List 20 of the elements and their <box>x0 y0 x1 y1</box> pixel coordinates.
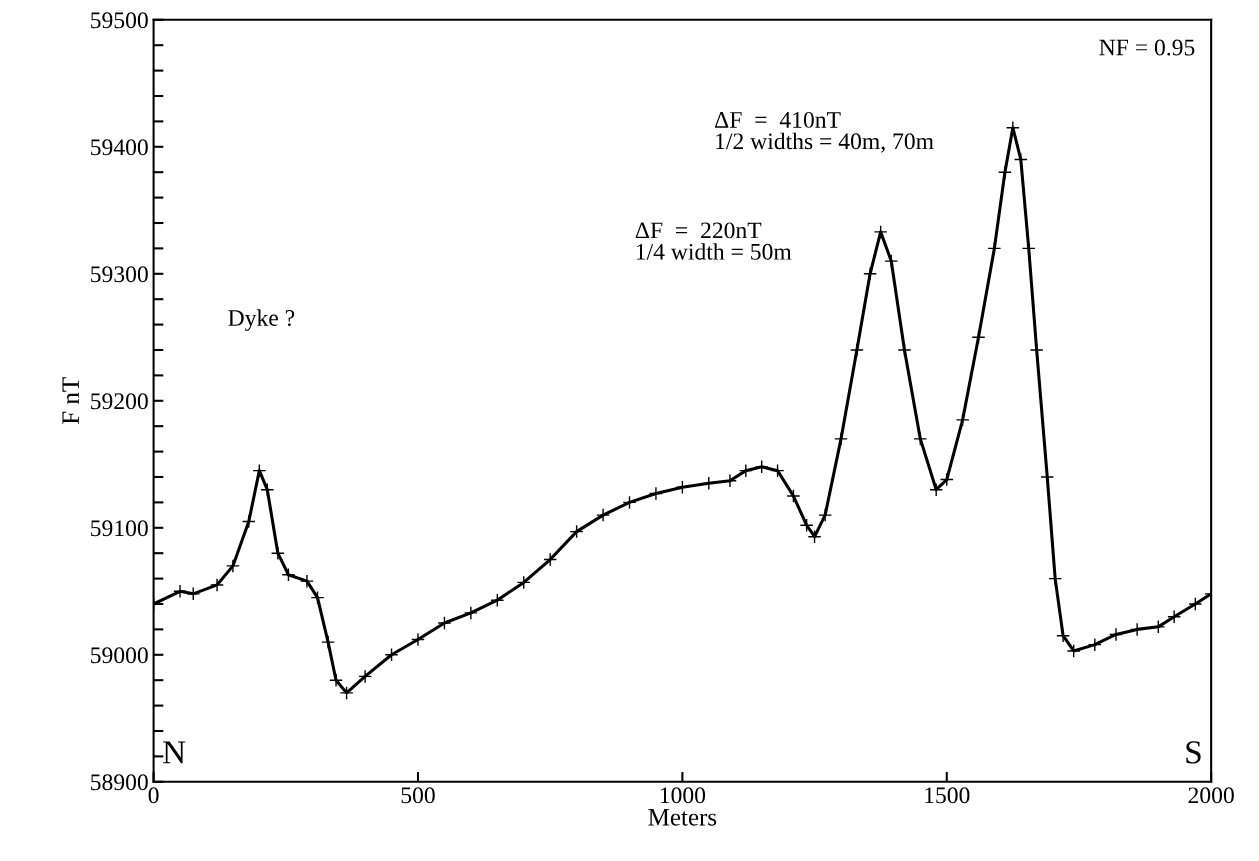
annotation: NF = 0.95 <box>1099 39 1195 56</box>
y-tick-label: 59400 <box>91 139 148 156</box>
y-tick-label: 59200 <box>91 393 148 410</box>
x-tick-label: 1500 <box>925 787 970 804</box>
x-tick-label: 1000 <box>660 787 706 804</box>
x-axis-title: Meters <box>648 809 717 826</box>
annotation: Dyke ? <box>228 309 295 331</box>
annotation: S <box>1186 741 1201 764</box>
x-tick-label: 0 <box>148 787 159 804</box>
y-axis-title: F nT <box>62 377 79 425</box>
y-tick-label: 58900 <box>91 774 148 791</box>
x-tick-label: 500 <box>401 787 435 804</box>
x-tick-label: 2000 <box>1188 787 1234 804</box>
annotation: ΔF = 410nT 1/2 widths = 40m, 70m <box>715 111 934 153</box>
annotation: ΔF = 220nT 1/4 width = 50m <box>635 222 792 260</box>
y-tick-label: 59300 <box>91 266 148 283</box>
y-tick-label: 59500 <box>91 12 148 29</box>
y-tick-label: 59000 <box>91 647 148 664</box>
annotation: N <box>163 741 186 764</box>
y-tick-label: 59100 <box>91 520 148 537</box>
